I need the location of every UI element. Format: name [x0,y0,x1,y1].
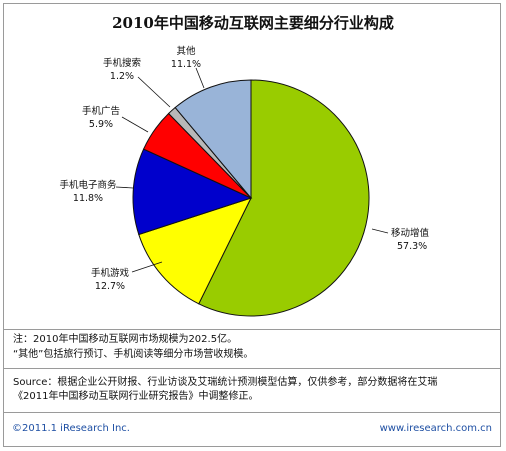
slice-label-others: 其他 [176,45,196,57]
slice-label-games: 手机游戏 [91,267,130,279]
chart-title: 2010年中国移动互联网主要细分行业构成 [112,14,394,32]
source-line-2: 《2011年中国移动互联网行业研究报告》中调整修正。 [13,391,259,402]
slice-value-ecommerce: 11.8% [73,193,103,204]
slice-value-value-added: 57.3% [397,241,427,252]
pie-slice-ecommerce [132,148,253,236]
leader-line-advertising [121,116,149,133]
footer-website[interactable]: www.iresearch.com.cn [379,423,492,434]
slice-label-value-added: 移动增值 [391,227,430,239]
slice-label-advertising: 手机广告 [82,105,120,117]
pie-slice-value-added [198,79,370,317]
slice-label-ecommerce: 手机电子商务 [59,179,117,191]
chart-frame [3,3,501,447]
leader-line-others [195,67,205,89]
pie-slice-games [138,197,252,305]
slice-value-search: 1.2% [110,71,134,82]
leader-line-ecommerce [115,186,134,189]
divider-middle [4,368,500,369]
pie-slice-others [174,79,252,200]
slice-value-advertising: 5.9% [89,119,113,130]
leader-line-games [131,261,163,273]
source-line-1: Source：根据企业公开财报、行业访谈及艾瑞统计预测模型估算，仅供参考，部分数… [13,377,438,388]
note-market-size: 注：2010年中国移动互联网市场规模为202.5亿。 [13,334,238,345]
slice-value-games: 12.7% [95,281,125,292]
note-others-definition: “其他”包括旅行预订、手机阅读等细分市场营收规模。 [13,349,254,360]
divider-top [4,329,500,330]
slice-label-search: 手机搜索 [103,57,141,69]
footer-copyright: ©2011.1 iResearch Inc. [12,423,130,434]
leader-line-search [137,76,171,108]
leader-line-value-added [371,228,389,234]
slice-value-others: 11.1% [171,59,201,70]
divider-bottom [4,412,500,413]
